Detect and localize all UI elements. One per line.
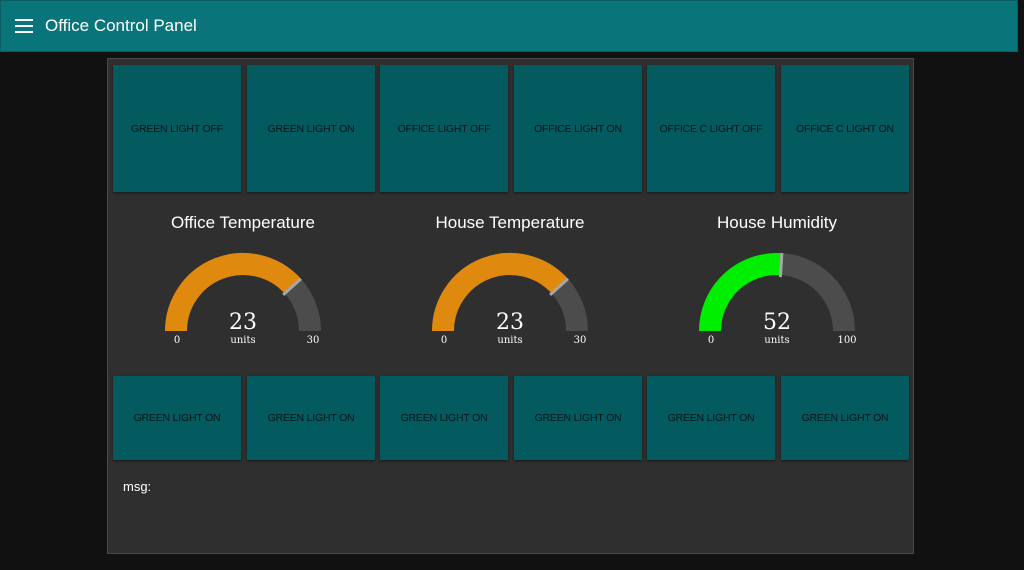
msg-label: msg: (123, 479, 152, 494)
gauge-min-label: 0 (174, 335, 180, 346)
green-light-on-button-2[interactable]: GREEN LIGHT ON (247, 376, 375, 460)
gauge-max-label: 30 (574, 335, 587, 346)
green-light-on-button-6[interactable]: GREEN LIGHT ON (781, 376, 909, 460)
gauge-max-label: 100 (837, 335, 856, 346)
gauge-units: units (497, 335, 522, 346)
gauge-value: 23 (496, 310, 524, 335)
office-light-off-button[interactable]: OFFICE LIGHT OFF (380, 65, 508, 192)
office-temperature-gauge: Office Temperature 23 units 0 30 (110, 209, 376, 359)
green-light-on-button-5[interactable]: GREEN LIGHT ON (647, 376, 775, 460)
house-humidity-gauge: House Humidity 52 units 0 100 (644, 209, 910, 359)
office-c-light-on-button[interactable]: OFFICE C LIGHT ON (781, 65, 909, 192)
gauge-dial: 52 units 0 100 (699, 253, 857, 346)
gauge-title: House Humidity (717, 213, 837, 232)
green-light-on-button[interactable]: GREEN LIGHT ON (247, 65, 375, 192)
top-toolbar: Office Control Panel (0, 0, 1018, 52)
gauge-fill (699, 253, 782, 332)
green-light-off-button[interactable]: GREEN LIGHT OFF (113, 65, 241, 192)
house-temperature-gauge: House Temperature 23 units 0 30 (377, 209, 643, 359)
gauge-units: units (230, 335, 255, 346)
gauge-needle (549, 277, 569, 296)
gauge-dial: 23 units 0 30 (432, 253, 588, 346)
gauge-value: 23 (229, 310, 257, 335)
gauge-title: Office Temperature (171, 213, 315, 232)
gauge-needle (282, 277, 302, 296)
gauge-title: House Temperature (435, 213, 585, 232)
app-title: Office Control Panel (45, 16, 197, 35)
menu-icon[interactable] (15, 19, 33, 33)
office-c-light-off-button[interactable]: OFFICE C LIGHT OFF (647, 65, 775, 192)
gauge-fill (165, 253, 301, 332)
green-light-on-button-3[interactable]: GREEN LIGHT ON (380, 376, 508, 460)
gauge-dial: 23 units 0 30 (165, 253, 321, 346)
office-light-on-button[interactable]: OFFICE LIGHT ON (514, 65, 642, 192)
green-light-on-button-4[interactable]: GREEN LIGHT ON (514, 376, 642, 460)
gauge-max-label: 30 (307, 335, 320, 346)
green-light-on-button-1[interactable]: GREEN LIGHT ON (113, 376, 241, 460)
dashboard-panel: GREEN LIGHT OFF GREEN LIGHT ON OFFICE LI… (107, 58, 914, 554)
gauge-value: 52 (763, 310, 791, 335)
gauge-fill (432, 253, 568, 332)
gauge-units: units (764, 335, 789, 346)
gauge-min-label: 0 (441, 335, 447, 346)
gauge-min-label: 0 (708, 335, 714, 346)
gauge-needle (778, 253, 784, 278)
